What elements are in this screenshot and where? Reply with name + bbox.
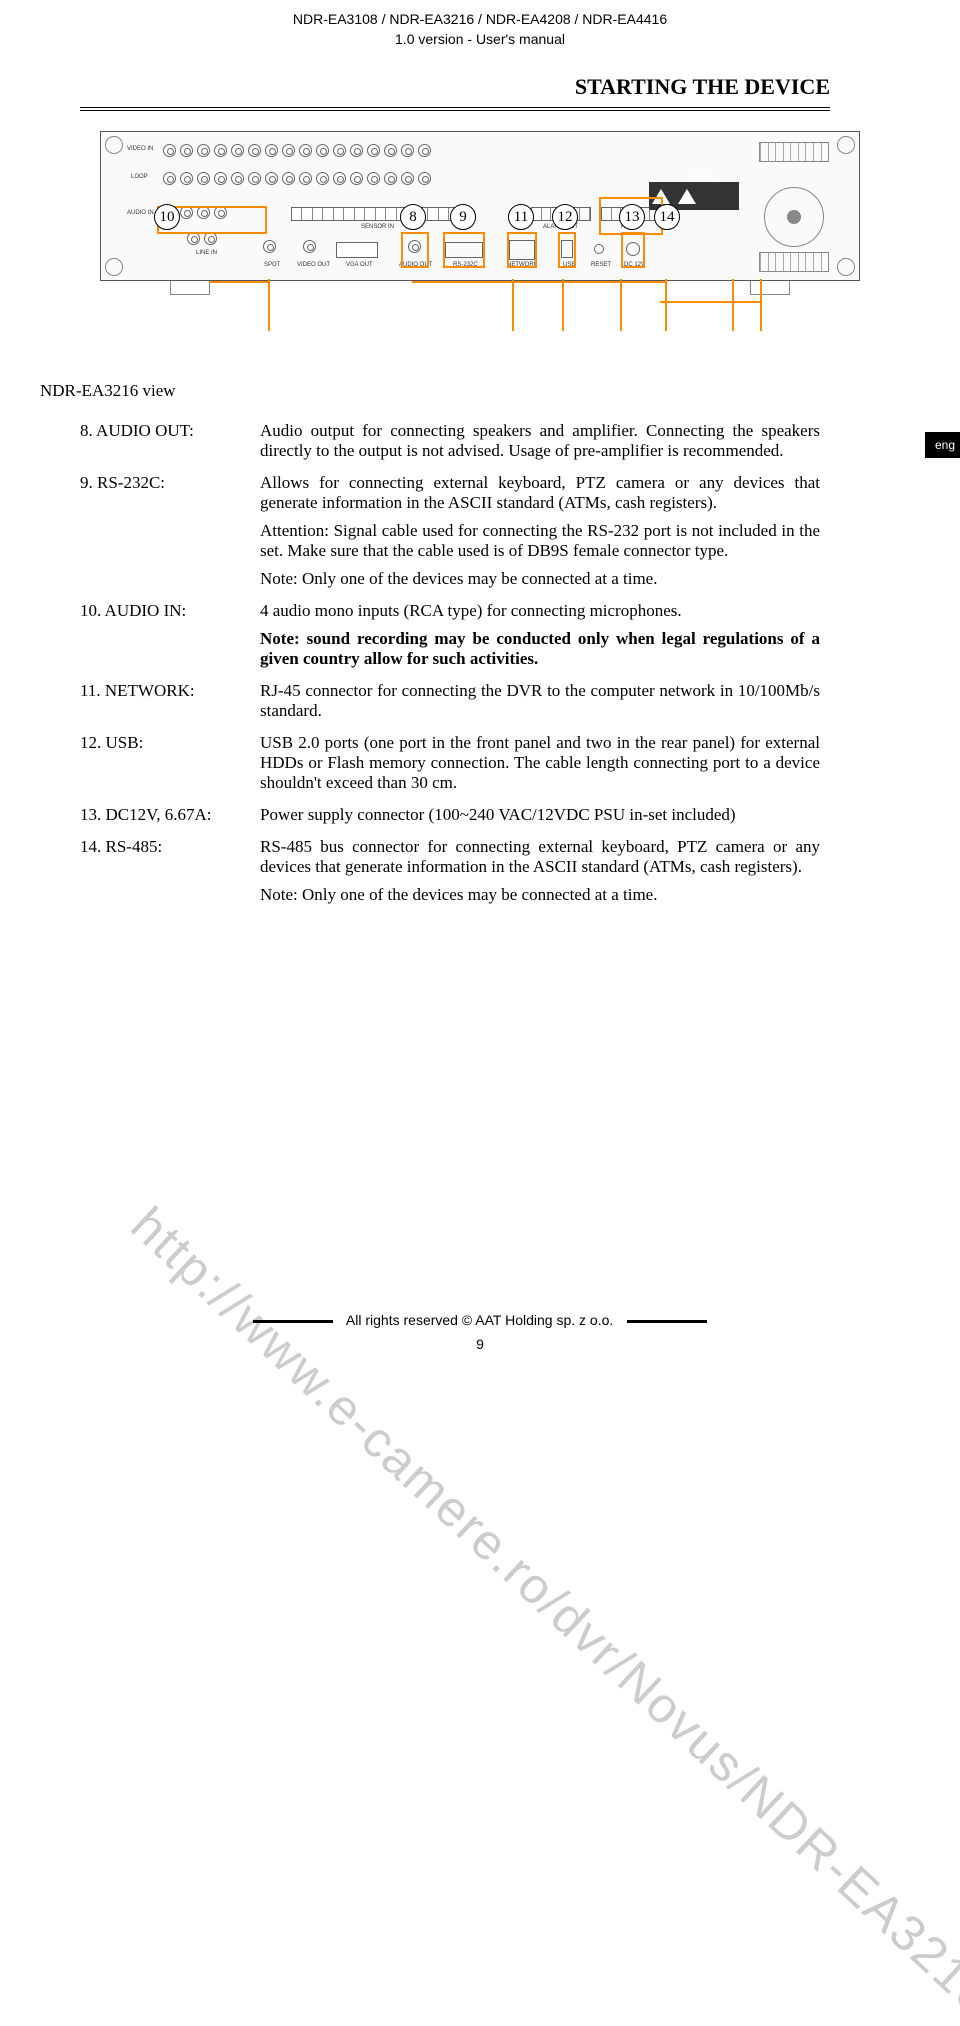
- entry-12: 12. USB: USB 2.0 ports (one port in the …: [80, 733, 820, 801]
- label-video-in: VIDEO IN: [127, 146, 153, 152]
- entry-13: 13. DC12V, 6.67A: Power supply connector…: [80, 805, 820, 833]
- entry-label: 13. DC12V, 6.67A:: [80, 805, 260, 833]
- entry-text: 4 audio mono inputs (RCA type) for conne…: [260, 601, 820, 621]
- view-label: NDR-EA3216 view: [40, 381, 960, 401]
- pointer-line: [512, 279, 514, 331]
- screw-icon: [837, 258, 855, 276]
- entry-text-bold: Note: sound recording may be conducted o…: [260, 629, 820, 669]
- highlight-usb: [558, 232, 576, 268]
- video-in-row: [161, 144, 433, 162]
- device-panel-diagram: VIDEO IN LOOP AUDIO IN SENSOR IN ALARM O…: [100, 131, 860, 281]
- entry-label: 9. RS-232C:: [80, 473, 260, 597]
- entry-text: Allows for connecting external keyboard,…: [260, 473, 820, 513]
- language-tab: eng: [925, 432, 960, 458]
- highlight-audio-out: [401, 232, 429, 268]
- pointer-line: [660, 301, 760, 303]
- label-reset: RESET: [591, 262, 611, 268]
- video-out: [301, 240, 318, 258]
- warning-icon: [678, 189, 696, 204]
- entry-text: Attention: Signal cable used for connect…: [260, 521, 820, 561]
- callout-8: 8: [400, 204, 426, 230]
- callout-12: 12: [552, 204, 578, 230]
- content-body: 8. AUDIO OUT: Audio output for connectin…: [80, 421, 820, 913]
- pointer-line: [210, 281, 268, 283]
- reset-button: [594, 244, 604, 254]
- foot-icon: [750, 281, 790, 295]
- callout-11: 11: [508, 204, 534, 230]
- highlight-dc: [621, 232, 645, 268]
- entry-text: Note: Only one of the devices may be con…: [260, 569, 820, 589]
- callout-9: 9: [450, 204, 476, 230]
- foot-icon: [170, 281, 210, 295]
- entry-10: 10. AUDIO IN: 4 audio mono inputs (RCA t…: [80, 601, 820, 677]
- header-line2: 1.0 version - User's manual: [0, 30, 960, 50]
- screw-icon: [105, 258, 123, 276]
- entry-label: 12. USB:: [80, 733, 260, 801]
- label-vga: VGA OUT: [346, 262, 373, 268]
- label-loop: LOOP: [131, 174, 148, 180]
- footer-text: All rights reserved © AAT Holding sp. z …: [346, 1312, 613, 1328]
- callout-14: 14: [654, 204, 680, 230]
- pointer-line: [665, 279, 667, 331]
- header-line1: NDR-EA3108 / NDR-EA3216 / NDR-EA4208 / N…: [0, 10, 960, 30]
- highlight-rs232: [443, 232, 485, 268]
- entry-label: 14. RS-485:: [80, 837, 260, 913]
- page-footer: All rights reserved © AAT Holding sp. z …: [0, 1312, 960, 1352]
- line-in: [185, 232, 219, 250]
- entry-label: 10. AUDIO IN:: [80, 601, 260, 677]
- entry-14: 14. RS-485: RS-485 bus connector for con…: [80, 837, 820, 913]
- pointer-line: [760, 279, 762, 303]
- callout-13: 13: [619, 204, 645, 230]
- fan-icon: [764, 187, 824, 247]
- label-caution: CAUTION: [688, 174, 715, 180]
- vent-icon: [759, 252, 829, 272]
- label-vout: VIDEO OUT: [297, 262, 330, 268]
- pointer-line: [620, 279, 622, 331]
- entry-text: Audio output for connecting speakers and…: [260, 421, 820, 461]
- title-rule: [80, 107, 830, 111]
- sensor-in-block: [291, 207, 471, 221]
- entry-11: 11. NETWORK: RJ-45 connector for connect…: [80, 681, 820, 729]
- label-linein: LINE IN: [196, 250, 217, 256]
- label-spot: SPOT: [264, 262, 280, 268]
- highlight-network: [507, 232, 537, 268]
- label-sensor: SENSOR IN: [361, 224, 394, 230]
- entry-text: Note: Only one of the devices may be con…: [260, 885, 820, 905]
- label-audio-in: AUDIO IN: [127, 210, 154, 216]
- screw-icon: [837, 136, 855, 154]
- entry-8: 8. AUDIO OUT: Audio output for connectin…: [80, 421, 820, 469]
- pointer-line: [760, 301, 762, 331]
- pointer-line: [565, 281, 665, 283]
- pointer-line: [562, 279, 564, 331]
- pointer-line: [268, 279, 270, 331]
- pointer-line: [732, 279, 734, 331]
- vga-port: [336, 242, 378, 258]
- entry-label: 11. NETWORK:: [80, 681, 260, 729]
- entry-text: RJ-45 connector for connecting the DVR t…: [260, 681, 820, 721]
- page-header: NDR-EA3108 / NDR-EA3216 / NDR-EA4208 / N…: [0, 0, 960, 49]
- spot-out: [261, 240, 278, 258]
- footer-rule: [627, 1320, 707, 1323]
- callout-10: 10: [154, 204, 180, 230]
- section-title: STARTING THE DEVICE: [0, 49, 960, 105]
- entry-text: RS-485 bus connector for connecting exte…: [260, 837, 820, 877]
- footer-rule: [253, 1320, 333, 1323]
- entry-text: USB 2.0 ports (one port in the front pan…: [260, 733, 820, 793]
- entry-text: Power supply connector (100~240 VAC/12VD…: [260, 805, 820, 825]
- entry-label: 8. AUDIO OUT:: [80, 421, 260, 469]
- loop-row: [161, 172, 433, 190]
- screw-icon: [105, 136, 123, 154]
- vent-icon: [759, 142, 829, 162]
- page-number: 9: [0, 1336, 960, 1352]
- entry-9: 9. RS-232C: Allows for connecting extern…: [80, 473, 820, 597]
